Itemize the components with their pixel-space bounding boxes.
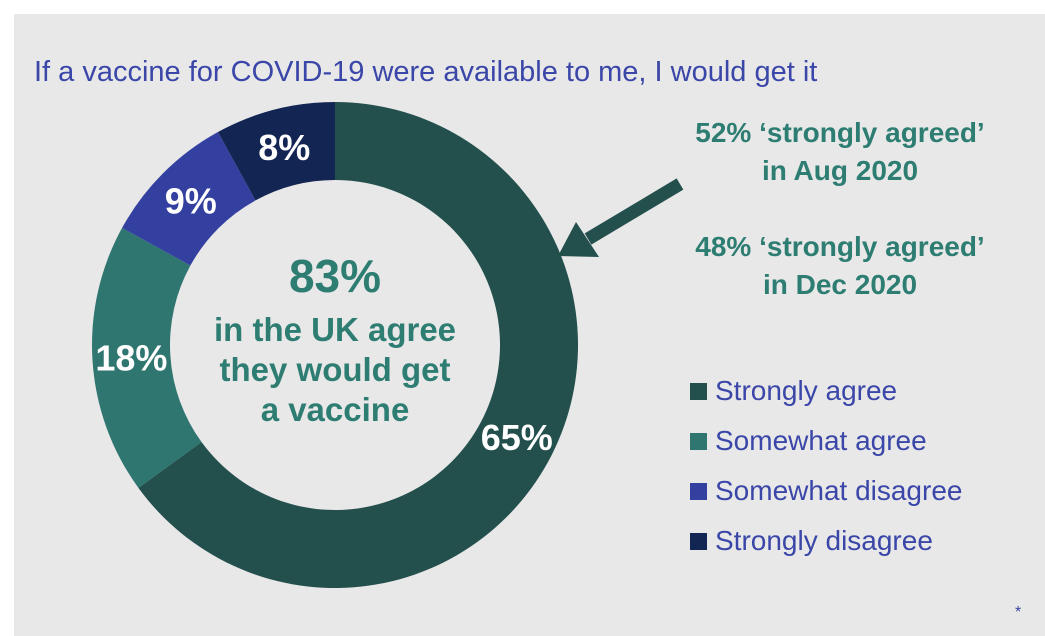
donut-slice-strongly-disagree — [217, 102, 335, 201]
legend-item: Somewhat disagree — [690, 466, 962, 516]
note-line: 52% ‘strongly agreed’ — [695, 117, 985, 148]
legend-swatch — [690, 382, 707, 400]
center-headline: 83% — [288, 250, 382, 302]
center-line: in the UK agree — [213, 311, 457, 348]
donut-slice-strongly-agree — [138, 102, 579, 588]
note-aug-2020: 52% ‘strongly agreed’ in Aug 2020 — [640, 114, 1040, 190]
donut-slice-somewhat-agree — [91, 227, 202, 488]
legend-swatch — [690, 532, 707, 550]
note-line: 48% ‘strongly agreed’ — [695, 231, 985, 262]
center-summary: 83% in the UK agree they would get a vac… — [185, 248, 485, 430]
legend-label: Strongly disagree — [715, 525, 933, 556]
legend-swatch — [690, 482, 707, 500]
center-line: a vaccine — [260, 391, 410, 428]
legend: Strongly agree Somewhat agree Somewhat d… — [690, 366, 962, 566]
center-subtext: in the UK agree they would get a vaccine — [185, 310, 485, 430]
slice-data-label: 8% — [258, 127, 310, 168]
slice-data-label: 18% — [95, 337, 167, 378]
center-line: they would get — [219, 351, 451, 388]
note-dec-2020: 48% ‘strongly agreed’ in Dec 2020 — [640, 228, 1040, 304]
footnote-marker: * — [1015, 604, 1022, 621]
legend-label: Somewhat disagree — [715, 475, 963, 506]
legend-item: Somewhat agree — [690, 416, 962, 466]
legend-label: Strongly agree — [715, 375, 898, 406]
note-line: in Dec 2020 — [762, 269, 918, 300]
note-line: in Aug 2020 — [761, 155, 919, 186]
slice-data-label: 9% — [165, 180, 217, 221]
slice-data-label: 65% — [481, 417, 553, 458]
legend-item: Strongly agree — [690, 366, 962, 416]
donut-slice-somewhat-disagree — [122, 132, 256, 266]
legend-label: Somewhat agree — [715, 425, 927, 456]
legend-swatch — [690, 432, 707, 450]
legend-item: Strongly disagree — [690, 516, 962, 566]
callout-arrow — [558, 178, 684, 257]
chart-title: If a vaccine for COVID-19 were available… — [34, 56, 818, 88]
